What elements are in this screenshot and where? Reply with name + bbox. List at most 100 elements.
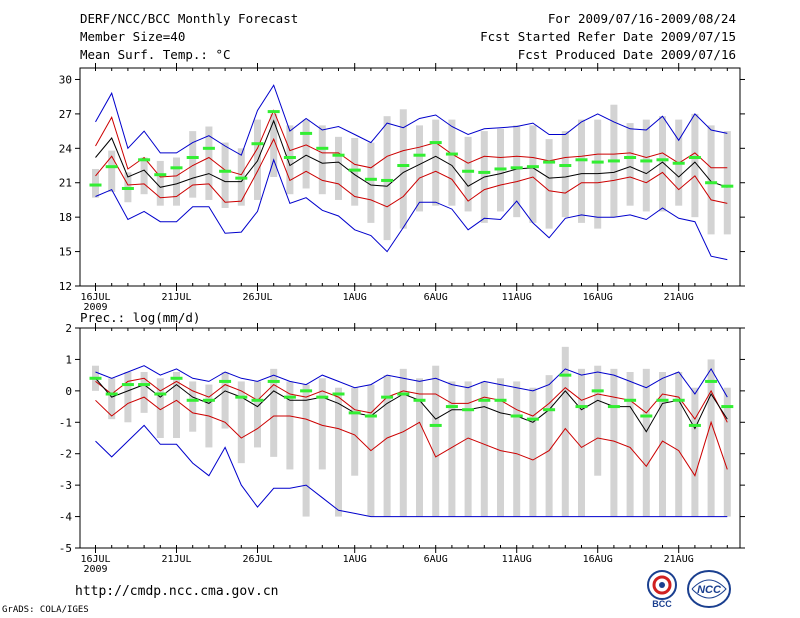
- prec-spread-bar: [675, 372, 683, 517]
- temp-spread-bar: [270, 113, 278, 177]
- prec-obs-mark: [105, 392, 118, 396]
- prec-obs-mark: [121, 383, 134, 387]
- prec-obs-mark: [445, 405, 458, 409]
- prec-spread-bar: [578, 368, 585, 517]
- prec-ytick-label: -1: [59, 416, 72, 429]
- ncc-logo-text: NCC: [697, 584, 722, 596]
- temp-spread-bar: [173, 157, 180, 206]
- prec-frame: [79, 327, 741, 549]
- temp-obs-mark: [202, 146, 215, 150]
- prec-spread-bar: [237, 381, 245, 464]
- prec-ytick-label: 2: [65, 322, 72, 335]
- temp-obs-mark: [138, 158, 151, 162]
- prec-spread-bar: [642, 368, 650, 517]
- temp-obs-mark: [219, 169, 232, 173]
- temp-obs-mark: [688, 155, 701, 159]
- temp-obs-mark: [607, 159, 620, 163]
- temp-spread-bar: [189, 131, 197, 198]
- temp-obs-mark: [478, 170, 491, 174]
- prec-obs-mark: [575, 405, 588, 409]
- prec-obs-mark: [251, 398, 264, 402]
- prec-xtick-label: 11AUG: [502, 554, 532, 565]
- source-url: http://cmdp.ncc.cma.gov.cn: [75, 584, 279, 599]
- temp-xtick-label: 26JUL: [242, 292, 272, 303]
- prec-ytick-label: 1: [65, 353, 72, 366]
- temp-spread-bar: [399, 109, 407, 229]
- prec-spread-bar: [529, 387, 537, 517]
- prec-spread-bar: [189, 381, 197, 432]
- temp-obs-mark: [559, 164, 572, 168]
- prec-obs-mark: [235, 395, 248, 399]
- prec-obs-mark: [640, 414, 653, 418]
- temp-ytick-label: 30: [59, 73, 72, 86]
- temp-obs-mark: [300, 131, 313, 135]
- prec-spread-bar: [173, 372, 180, 438]
- prec-panel-title: Prec.: log(mm/d): [80, 310, 201, 325]
- temp-spread-bar: [578, 119, 585, 223]
- temp-spread-bar: [529, 125, 537, 223]
- temp-obs-mark: [494, 167, 507, 171]
- prec-upper-line: [95, 377, 728, 423]
- prec-spread-bar: [610, 368, 618, 517]
- temp-obs-mark: [316, 146, 329, 150]
- temp-xtick-year: 2009: [83, 302, 107, 313]
- prec-spread-bar: [594, 365, 602, 476]
- prec-xtick-label: 26JUL: [242, 554, 272, 565]
- prec-spread-bar: [432, 365, 440, 517]
- temp-obs-mark: [332, 153, 345, 157]
- member-size-label: Member Size=40: [80, 29, 186, 44]
- prec-spread-bar: [335, 387, 342, 517]
- temp-ytick-label: 21: [59, 177, 72, 190]
- temp-obs-mark: [413, 153, 426, 157]
- temp-spread-bar: [691, 113, 699, 218]
- prec-spread-bar: [383, 375, 391, 517]
- prec-spread-bar: [156, 378, 164, 438]
- temp-spread-bar: [335, 136, 342, 200]
- temp-xtick-label: 1AUG: [343, 292, 367, 303]
- prec-obs-mark: [413, 398, 426, 402]
- prec-spread-bar: [707, 359, 715, 517]
- prec-spread-bar: [513, 381, 521, 517]
- temp-frame: [79, 67, 741, 287]
- temp-spread-bar: [626, 123, 634, 206]
- temp-obs-mark: [721, 184, 734, 188]
- prec-lower-line: [95, 396, 728, 477]
- prec-ytick-label: 0: [65, 385, 72, 398]
- prec-xtick-label: 21AUG: [664, 554, 694, 565]
- prec-xtick-year: 2009: [83, 564, 107, 575]
- temp-spread-bar: [92, 168, 99, 198]
- prec-obs-mark: [348, 411, 361, 415]
- prec-obs-mark: [154, 392, 167, 396]
- prec-spread-bar: [723, 387, 731, 517]
- temp-spread-bar: [367, 142, 375, 223]
- temp-spread-bar: [221, 142, 229, 208]
- temp-obs-mark: [445, 152, 458, 156]
- temp-lower-line: [95, 137, 728, 208]
- temp-xtick-label: 16JUL: [80, 292, 110, 303]
- temp-obs-mark: [267, 110, 280, 114]
- prec-obs-mark: [688, 423, 701, 427]
- prec-spread-bar: [626, 372, 634, 517]
- temp-obs-mark: [121, 186, 134, 190]
- prec-spread-bar: [416, 378, 423, 517]
- prec-obs-mark: [138, 383, 151, 387]
- prec-spread-bar: [464, 381, 472, 517]
- prec-obs-mark: [462, 408, 475, 412]
- temp-xtick-label: 21AUG: [664, 292, 694, 303]
- temp-spread-bar: [545, 139, 553, 229]
- prec-obs-mark: [202, 398, 215, 402]
- temp-obs-mark: [591, 160, 604, 164]
- temp-spread-bar: [205, 126, 213, 200]
- temp-obs-mark: [154, 173, 167, 177]
- temp-spread-bar: [383, 116, 391, 241]
- temp-obs-mark: [543, 160, 556, 164]
- prec-spread-bar: [140, 372, 148, 413]
- temp-obs-mark: [348, 168, 361, 172]
- prec-min-line: [95, 424, 728, 518]
- temp-obs-mark: [283, 155, 296, 159]
- temp-max-line: [95, 84, 728, 156]
- ncc-logo-icon: NCC: [687, 570, 731, 608]
- temp-spread-bar: [464, 136, 472, 212]
